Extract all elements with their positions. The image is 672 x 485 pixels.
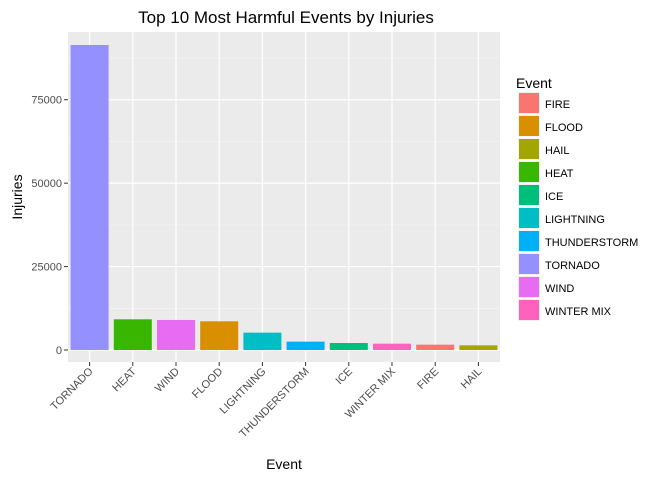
x-tick-label: FLOOD [190,366,225,401]
y-tick-label: 50000 [31,178,62,190]
legend-swatch [519,93,539,113]
y-tick-label: 0 [56,345,62,357]
legend-label: FLOOD [545,122,583,134]
legend-swatch [519,139,539,159]
legend-label: WINTER MIX [545,306,612,318]
legend-label: TORNADO [545,260,600,272]
legend-label: FIRE [545,99,570,111]
minor-gridlines [68,57,500,309]
bar-hail [459,345,498,350]
x-tick-label: WIND [153,366,182,395]
bar-heat [113,319,152,350]
bar-lightning [243,332,282,350]
x-axis-label: Event [266,456,302,472]
x-tick-label: TORNADO [48,365,96,413]
chart-title: Top 10 Most Harmful Events by Injuries [138,8,434,27]
legend-label: HAIL [545,145,569,157]
x-tick-label: HAIL [459,366,485,392]
legend-swatch [519,208,539,228]
legend-swatch [519,300,539,320]
bar-tornado [70,45,109,350]
bar-winter-mix [372,343,412,350]
y-axis: 0 25000 50000 75000 [31,95,68,357]
y-tick-label: 75000 [31,95,62,107]
legend-swatch [519,162,539,182]
legend: Event FIRE FLOOD HAIL HEAT ICE LIGHTNING THUND… [516,75,638,321]
bar-thunderstorm [286,341,325,350]
x-tick-label: FIRE [415,366,441,392]
y-tick-label: 25000 [31,262,62,274]
y-axis-label: Injuries [9,174,25,219]
bar-wind [156,319,196,350]
x-axis: TORNADO HEAT WIND FLOODLIGHTNINGTHUNDERSTOR… [48,362,485,440]
legend-swatch [519,116,539,136]
legend-title: Event [516,75,552,91]
legend-label: WIND [545,283,574,295]
plot-panel [68,32,500,362]
bar-flood [200,321,239,350]
legend-swatch [519,185,539,205]
legend-swatch [519,277,539,297]
bars [70,45,498,350]
legend-swatch [519,254,539,274]
legend-label: THUNDERSTORM [545,237,638,249]
bar-fire [416,344,455,350]
x-tick-label: HEAT [110,365,139,394]
legend-label: ICE [545,191,563,203]
bar-ice [329,342,368,350]
legend-swatch [519,231,539,251]
legend-label: LIGHTNING [545,214,605,226]
legend-label: HEAT [545,168,574,180]
x-tick-label: ICE [333,366,354,387]
